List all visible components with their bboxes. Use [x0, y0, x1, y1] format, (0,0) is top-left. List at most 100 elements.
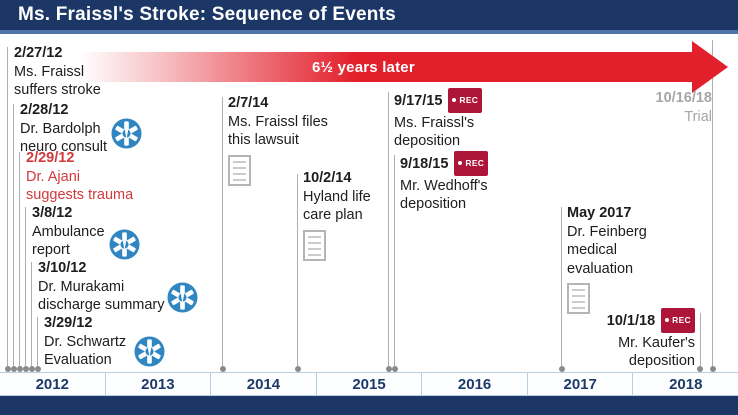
- title-bar-accent-strip: [0, 30, 738, 34]
- event-stem-line: [388, 92, 389, 370]
- timeline-dot: [29, 366, 35, 372]
- event-date: 3/10/12: [38, 260, 87, 276]
- event-text: Dr. Feinberg: [567, 223, 647, 240]
- year-cell-2015: 2015: [317, 373, 423, 395]
- event-text: suffers stroke: [14, 82, 101, 98]
- event-trauma-suggestion: 2/29/12 Dr. Ajani suggests trauma: [26, 149, 133, 205]
- timeline-dot: [697, 366, 703, 372]
- event-text: Trial: [684, 108, 712, 125]
- page-title: Ms. Fraissl's Stroke: Sequence of Events: [18, 4, 396, 25]
- event-text: Evaluation: [44, 352, 112, 368]
- star-of-life-icon: [134, 336, 165, 367]
- timeline-dot: [295, 366, 301, 372]
- event-text: Dr. Bardolph: [20, 120, 101, 137]
- event-text: Ms. Fraissl's: [394, 114, 475, 131]
- event-date: 2/7/14: [228, 95, 269, 111]
- event-feinberg-evaluation: May 2017 Dr. Feinberg medical evaluation: [567, 204, 647, 314]
- event-text: Dr. Ajani: [26, 168, 80, 185]
- event-schwartz-evaluation: 3/29/12 Dr. Schwartz Evaluation: [44, 314, 165, 370]
- event-stem-line: [13, 104, 14, 370]
- document-icon: [303, 229, 326, 261]
- event-stem-line: [25, 207, 26, 370]
- timeline-dot: [23, 366, 29, 372]
- event-text: Mr. Wedhoff's: [400, 177, 488, 194]
- timeline-dot: [35, 366, 41, 372]
- event-neuro-consult: 2/28/12 Dr. Bardolph neuro consult: [20, 101, 142, 157]
- rec-label: REC: [459, 95, 479, 105]
- event-date: 3/8/12: [32, 205, 73, 221]
- event-lawsuit-filed: 2/7/14 Ms. Fraissl files this lawsuit: [228, 94, 328, 186]
- event-text: deposition: [400, 196, 467, 212]
- rec-dot-icon: [458, 161, 463, 166]
- rec-badge: REC: [448, 88, 483, 113]
- star-of-life-icon: [111, 118, 142, 149]
- rec-badge: REC: [454, 151, 489, 176]
- event-date: 2/28/12: [20, 102, 69, 118]
- year-cell-2017: 2017: [528, 373, 634, 395]
- event-stem-line: [561, 207, 562, 370]
- document-icon: [228, 154, 251, 186]
- star-of-life-icon: [167, 282, 198, 313]
- event-text: Hyland life: [303, 188, 371, 205]
- event-text: Dr. Murakami: [38, 278, 125, 295]
- event-text: evaluation: [567, 260, 634, 277]
- event-text: this lawsuit: [228, 132, 299, 148]
- year-cell-2018: 2018: [669, 375, 703, 393]
- event-ambulance-report: 3/8/12 Ambulance report: [32, 204, 140, 260]
- timeline-dot: [710, 366, 716, 372]
- event-stem-line: [222, 97, 223, 370]
- event-text: Ms. Fraissl files: [228, 113, 328, 130]
- event-date: 2/29/12: [26, 150, 75, 166]
- event-date: 2/27/12: [14, 45, 63, 61]
- event-life-care-plan: 10/2/14 Hyland life care plan: [303, 169, 371, 261]
- year-cell-2014: 2014: [211, 373, 317, 395]
- elapsed-time-arrow: [80, 52, 692, 82]
- event-date: 10/1/18: [606, 313, 656, 329]
- event-stem-line: [700, 313, 701, 370]
- rec-label: REC: [672, 315, 691, 325]
- event-stem-line: [394, 155, 395, 370]
- event-stem-line: [31, 262, 32, 370]
- year-cell-2012: 2012: [0, 373, 106, 395]
- timeline-dot: [17, 366, 23, 372]
- event-stem-line: [7, 47, 8, 370]
- event-trial: 10/16/18 Trial: [656, 89, 712, 126]
- timeline-dot: [559, 366, 565, 372]
- rec-badge: REC: [661, 308, 695, 333]
- event-stem-line: [297, 174, 298, 370]
- title-bar: Ms. Fraissl's Stroke: Sequence of Events: [0, 0, 738, 30]
- star-of-life-icon: [109, 229, 140, 260]
- timeline-dot: [386, 366, 392, 372]
- event-stem-line: [19, 152, 20, 370]
- event-kaufer-deposition: 10/1/18 REC Mr. Kaufer's deposition: [606, 308, 695, 371]
- event-date: 9/18/15: [400, 156, 449, 172]
- timeline-dot: [220, 366, 226, 372]
- event-text: neuro consult: [20, 139, 108, 155]
- event-text: deposition: [628, 353, 695, 369]
- event-date: May 2017: [567, 205, 632, 221]
- event-text: Mr. Kaufer's: [618, 334, 695, 351]
- event-wedhoff-deposition: 9/18/15 REC Mr. Wedhoff's deposition: [400, 151, 489, 214]
- year-cell-2013: 2013: [106, 373, 212, 395]
- event-stroke: 2/27/12 Ms. Fraissl suffers stroke: [14, 44, 101, 100]
- event-discharge-summary: 3/10/12 Dr. Murakami discharge summary: [38, 259, 198, 315]
- event-date: 9/17/15: [394, 93, 443, 109]
- event-date: 3/29/12: [44, 315, 93, 331]
- year-axis: 2012 2013 2014 2015 2016 2017 2018: [0, 372, 738, 396]
- footer-bar: [0, 396, 738, 415]
- event-fraissl-deposition: 9/17/15 REC Ms. Fraissl's deposition: [394, 88, 483, 151]
- event-text: Dr. Schwartz: [44, 333, 127, 350]
- event-text: Ambulance: [32, 223, 105, 240]
- timeline-dot: [11, 366, 17, 372]
- event-text: suggests trauma: [26, 187, 134, 203]
- arrow-label: 6½ years later: [312, 59, 415, 76]
- event-date: 10/2/14: [303, 170, 352, 186]
- event-text: discharge summary: [38, 297, 165, 313]
- arrow-head-icon: [692, 41, 728, 93]
- rec-label: REC: [465, 158, 485, 168]
- event-date: 10/16/18: [655, 90, 712, 106]
- timeline-dot: [5, 366, 11, 372]
- document-icon: [567, 283, 590, 314]
- timeline-dot: [392, 366, 398, 372]
